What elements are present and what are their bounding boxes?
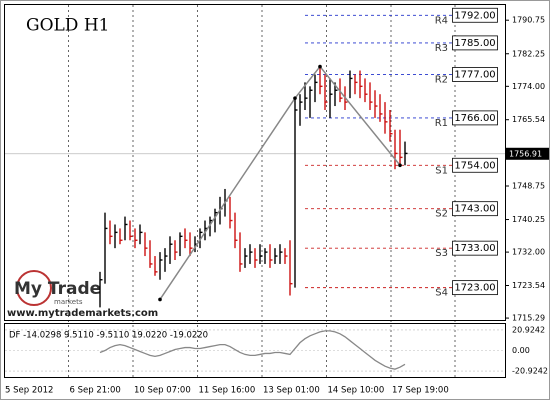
main-panel <box>4 4 506 321</box>
y-tick-label: 1723.54 <box>512 281 545 290</box>
level-label: 1733.00 <box>454 243 495 254</box>
y-tick-label: 1715.29 <box>512 314 545 323</box>
level-label: 1766.00 <box>454 113 495 124</box>
y-tick-label: 1774.00 <box>512 82 545 91</box>
level-name: S3 <box>435 248 448 259</box>
level-label: 1723.00 <box>454 283 495 294</box>
level-box <box>452 110 498 126</box>
level-name: S1 <box>435 165 448 176</box>
logo-ring <box>16 270 52 306</box>
level-box <box>452 67 498 82</box>
y-tick-label: 1782.25 <box>512 49 545 58</box>
level-label: 1754.00 <box>454 160 495 171</box>
x-tick-label: 17 Sep 19:00 <box>392 386 449 396</box>
y-tick-label: 1740.25 <box>512 215 545 224</box>
level-box <box>452 280 498 296</box>
indicator-tick-label: -20.9242 <box>512 367 548 376</box>
level-name: R3 <box>435 43 448 54</box>
y-tick-label: 1732.00 <box>512 248 545 257</box>
level-label: 1743.00 <box>454 204 495 215</box>
zigzag-point <box>293 96 297 100</box>
chart-title: GOLD H1 <box>26 16 109 36</box>
level-box <box>452 7 498 23</box>
indicator-label: DF -14.0298 9.5110 -9.5110 19.0220 -19.0… <box>9 331 208 341</box>
zigzag-point <box>318 64 322 69</box>
last-price-label: 1756.91 <box>509 149 542 158</box>
level-box <box>452 240 498 256</box>
last-price-box <box>506 147 549 160</box>
level-name: S4 <box>435 288 448 299</box>
indicator-tick-label: 0.00 <box>512 346 530 355</box>
level-name: R4 <box>435 15 448 26</box>
level-name: R2 <box>435 74 448 85</box>
level-label: 1792.00 <box>454 10 495 21</box>
x-tick-label: 6 Sep 21:00 <box>70 386 121 396</box>
x-tick-label: 13 Sep 01:00 <box>263 386 320 396</box>
y-tick-label: 1790.75 <box>512 16 545 25</box>
logo-brand: My Trade <box>14 279 101 299</box>
indicator-tick-label: 20.9242 <box>512 325 545 334</box>
y-tick-label: 1748.75 <box>512 181 545 190</box>
x-tick-label: 14 Sep 10:00 <box>328 386 385 396</box>
level-name: R1 <box>435 118 448 129</box>
level-name: S2 <box>435 209 448 220</box>
y-tick-label: 1765.54 <box>512 115 545 124</box>
logo-url: www.mytrademarkets.com <box>7 308 158 319</box>
level-box <box>452 35 498 51</box>
zigzag-line <box>159 65 401 300</box>
zigzag-point <box>398 163 402 168</box>
level-label: 1785.00 <box>454 38 495 49</box>
level-label: 1777.00 <box>454 69 495 80</box>
x-tick-label: 5 Sep 2012 <box>5 386 53 396</box>
level-box <box>452 157 498 173</box>
x-tick-label: 10 Sep 07:00 <box>134 386 191 396</box>
zigzag-point <box>158 297 162 302</box>
level-box <box>452 201 498 217</box>
x-tick-label: 11 Sep 16:00 <box>199 386 256 396</box>
indicator-line <box>99 330 406 370</box>
